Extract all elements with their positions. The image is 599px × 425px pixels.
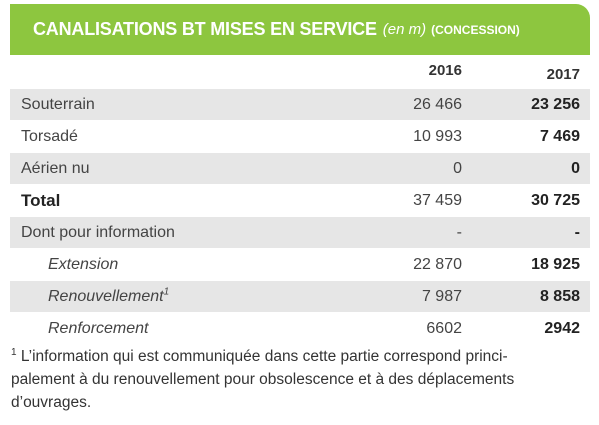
column-header-2016: 2016 xyxy=(428,62,462,79)
table-row-aerien-nu: Aérien nu 0 0 xyxy=(10,153,590,185)
footnote-line-2: palement à du renouvellement pour obsole… xyxy=(11,371,515,388)
footnote-line-3: d’ouvrages. xyxy=(11,394,92,411)
data-table: 2016 2017 Souterrain 26 466 23 256 Torsa… xyxy=(10,55,590,345)
row-label: Torsadé xyxy=(21,128,78,145)
table-row-renouvellement: Renouvellement1 7 987 8 858 xyxy=(10,281,590,313)
column-header-row: 2016 2017 xyxy=(10,55,590,89)
table-row-dont-pour-information: Dont pour information - - xyxy=(10,217,590,249)
footnote-line-1: 1 L’information qui est communiquée dans… xyxy=(11,345,581,368)
cell-2016: - xyxy=(456,224,462,241)
table-row-renforcement: Renforcement 6602 2942 xyxy=(10,313,590,345)
cell-2017: 18 925 xyxy=(531,256,580,273)
cell-2016: 0 xyxy=(453,160,462,177)
row-label: Aérien nu xyxy=(21,160,90,177)
cell-2017: - xyxy=(574,224,580,241)
footnote-ref: 1 xyxy=(163,286,170,298)
table-header-banner: CANALISATIONS BT MISES EN SERVICE (en m)… xyxy=(10,4,590,55)
cell-2016: 37 459 xyxy=(413,192,462,209)
cell-2017: 2942 xyxy=(544,320,580,337)
column-header-2017: 2017 xyxy=(546,66,580,83)
cell-2017: 30 725 xyxy=(531,192,580,209)
table-title: CANALISATIONS BT MISES EN SERVICE xyxy=(33,19,377,39)
table-row-extension: Extension 22 870 18 925 xyxy=(10,249,590,281)
table-scope: (CONCESSION) xyxy=(431,22,520,37)
cell-2017: 8 858 xyxy=(539,288,580,305)
table-row-torsade: Torsadé 10 993 7 469 xyxy=(10,121,590,153)
row-label: Extension xyxy=(48,256,119,273)
row-label: Renforcement xyxy=(48,320,149,337)
footnote: 1 L’information qui est communiquée dans… xyxy=(11,345,581,414)
row-label: Souterrain xyxy=(21,96,95,113)
row-label-total: Total xyxy=(21,191,61,210)
cell-2016: 6602 xyxy=(426,320,462,337)
table-row-souterrain: Souterrain 26 466 23 256 xyxy=(10,89,590,121)
row-label-text: Renouvellement xyxy=(48,288,164,305)
cell-2016: 22 870 xyxy=(413,256,462,273)
footnote-marker: 1 xyxy=(11,346,17,358)
cell-2016: 26 466 xyxy=(413,96,462,113)
cell-2017: 23 256 xyxy=(531,96,580,113)
cell-2016: 7 987 xyxy=(421,288,462,305)
row-label-renouvellement: Renouvellement1 xyxy=(48,281,169,313)
cell-2017: 0 xyxy=(571,160,580,177)
footnote-text: L’information qui est communiquée dans c… xyxy=(16,348,508,365)
row-label: Dont pour information xyxy=(21,224,175,241)
cell-2017: 7 469 xyxy=(539,128,580,145)
table-row-total: Total 37 459 30 725 xyxy=(10,185,590,217)
table-unit: (en m) xyxy=(382,21,427,38)
cell-2016: 10 993 xyxy=(413,128,462,145)
